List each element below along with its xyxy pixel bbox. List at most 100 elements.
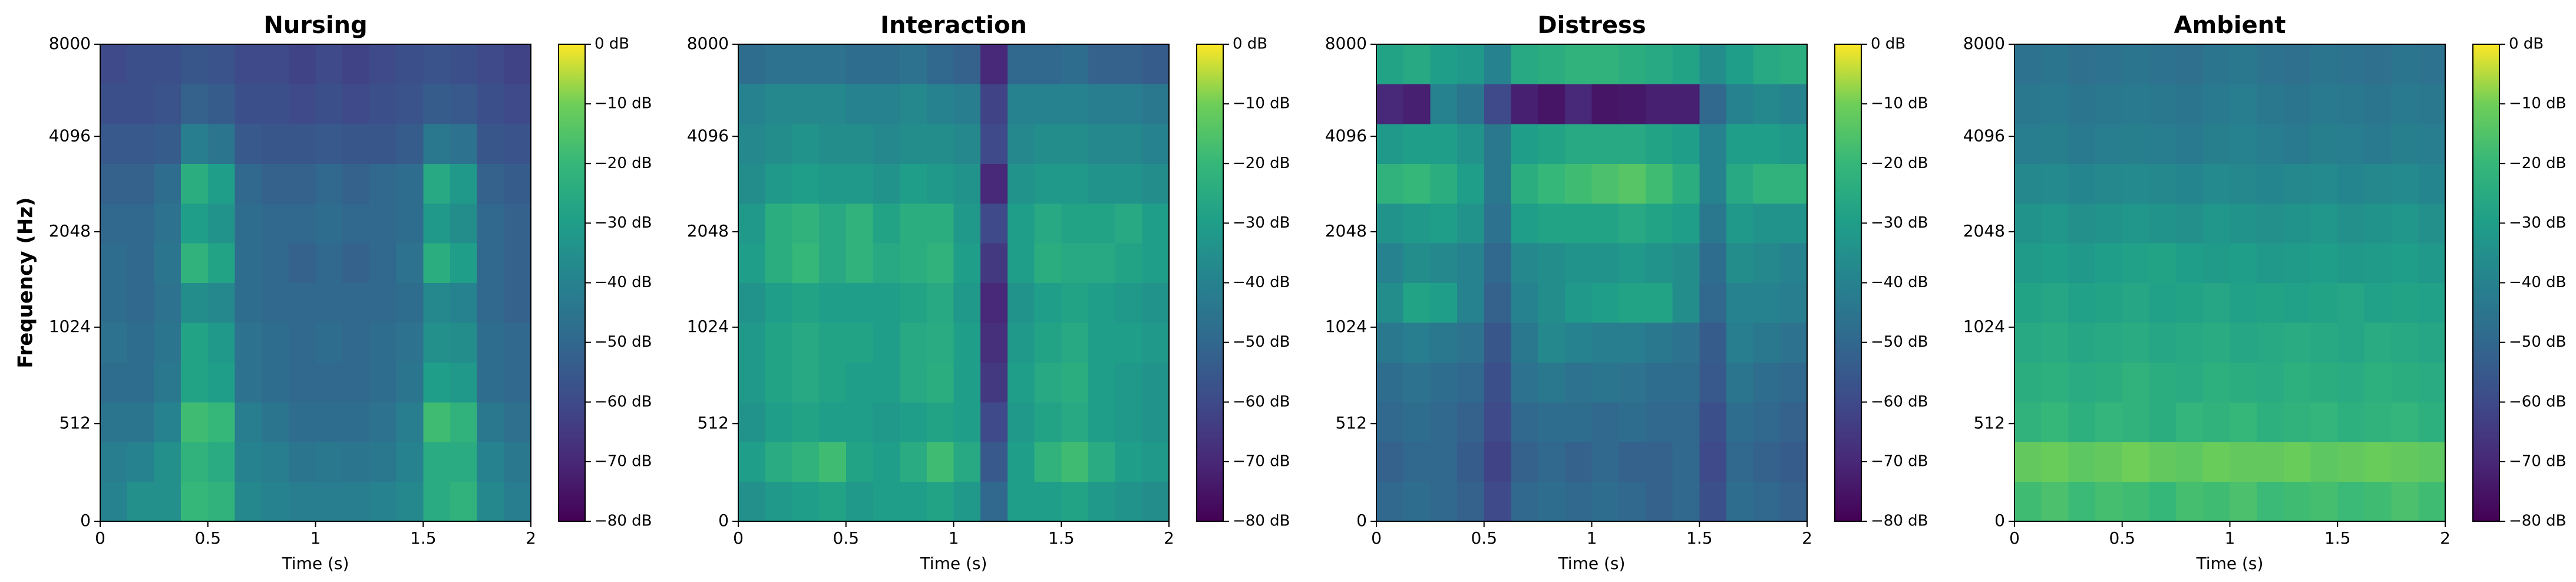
cell [2041,481,2069,522]
cell [181,44,209,85]
cell [315,44,343,85]
cell [235,163,262,204]
cell [288,481,316,522]
cell [900,282,927,323]
cell [2310,203,2338,244]
cell [1457,123,1485,164]
cell [1753,402,1781,442]
cell [477,322,504,363]
cell [953,123,981,164]
cell [2202,322,2231,363]
colorbar-tick-label: −70 dB [1871,452,1928,470]
cell [1699,123,1727,164]
cell [504,44,531,85]
cell [100,282,128,323]
cell [2149,44,2177,85]
cell [2095,481,2123,522]
cell [900,362,927,403]
cell [1645,402,1673,442]
cell [262,203,289,244]
y-tick-label: 1024 [687,317,729,336]
cell [504,203,531,244]
cell [2202,362,2231,403]
colorbar-tick-label: −30 dB [595,214,652,232]
cell [477,163,504,204]
cell [1591,362,1619,403]
colorbar-tick-label: −30 dB [1233,214,1290,232]
cell [2176,322,2204,363]
cell [1007,44,1035,85]
cell [154,402,181,442]
cell [1142,123,1170,164]
cell [765,44,792,85]
cell [765,123,792,164]
cell [2149,402,2177,442]
colorbar-tick-label: −50 dB [595,333,652,351]
x-axis-label: Time (s) [1558,554,1626,573]
cell [1538,44,1566,85]
cell [1619,322,1646,363]
cell [1088,163,1116,204]
cell [1699,481,1727,522]
y-tick-label: 512 [698,413,729,432]
cell [100,362,128,403]
cell [2068,44,2096,85]
cell [154,203,181,244]
cell [900,481,927,522]
cell [1061,163,1089,204]
cell [1115,481,1142,522]
cell [1538,163,1566,204]
spectrogram [738,44,1170,522]
cell [504,481,531,522]
cell [288,322,316,363]
cell [1142,442,1170,482]
x-tick-label: 1 [2225,528,2235,548]
cell [2418,362,2446,403]
cell [1564,203,1593,244]
cell [127,402,154,442]
cell [2418,442,2446,482]
cell [2149,442,2177,482]
cell [1591,163,1619,204]
cell [2230,442,2257,482]
cell [2014,44,2042,85]
cell [2337,362,2365,403]
cell [819,163,847,204]
cell [100,44,128,85]
cell [738,402,766,442]
cell [207,362,236,403]
cell [738,203,766,244]
cell [953,362,981,403]
cell [1726,322,1754,363]
cell [2041,243,2069,284]
cell [792,322,820,363]
cell [504,442,531,482]
cell [2068,163,2096,204]
cell [181,402,209,442]
cell [926,322,955,363]
cell [1699,203,1727,244]
cell [2014,163,2042,204]
cell [1780,203,1808,244]
cell [953,163,981,204]
cell [2122,203,2150,244]
cell [2418,44,2446,85]
cell [819,362,847,403]
cell [1726,123,1754,164]
cell [1780,123,1808,164]
cell [423,203,451,244]
cell [2068,123,2096,164]
cell [1699,243,1727,284]
cell [1457,322,1485,363]
cell [846,362,874,403]
cell [1538,243,1566,284]
cell [1726,362,1754,403]
cell [423,84,451,124]
cell [1061,402,1089,442]
cell [1115,123,1142,164]
cell [2149,84,2177,124]
cell [765,243,792,284]
cell [1645,362,1673,403]
cell [1034,402,1062,442]
